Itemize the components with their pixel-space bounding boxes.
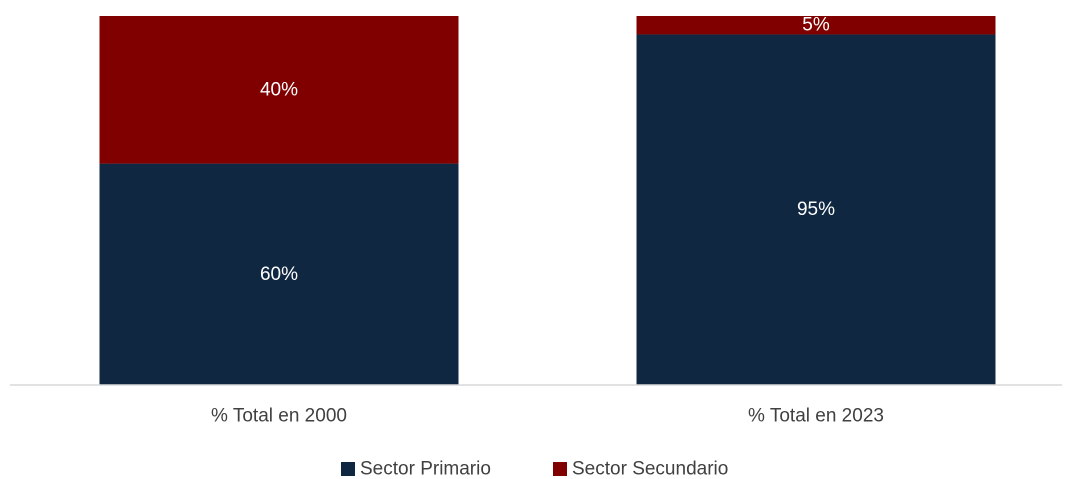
legend-label-sector-secundario: Sector Secundario: [572, 459, 728, 479]
data-label-sector-primario-2: 95%: [797, 199, 835, 220]
data-label-sector-primario-1: 60%: [260, 264, 298, 285]
legend-label-sector-primario: Sector Primario: [360, 459, 491, 479]
bar-sector-secundario-2: [636, 16, 996, 35]
data-label-sector-secundario-2: 5%: [802, 15, 830, 36]
x-tick-label-2: % Total en 2023: [748, 406, 884, 427]
legend-swatch-sector-primario: [341, 462, 355, 476]
bars-layer: [99, 16, 996, 385]
data-label-sector-secundario-1: 40%: [260, 79, 298, 100]
legend: Sector Primario Sector Secundario: [341, 459, 728, 479]
data-labels-layer: 60% 40% 95% 5%: [260, 15, 835, 285]
x-tick-labels: % Total en 2000 % Total en 2023: [211, 406, 884, 427]
bar-sector-primario-1: [99, 163, 459, 385]
bar-sector-primario-2: [636, 34, 996, 385]
x-tick-label-1: % Total en 2000: [211, 406, 347, 427]
legend-swatch-sector-secundario: [553, 462, 567, 476]
bar-sector-secundario-1: [99, 16, 459, 164]
